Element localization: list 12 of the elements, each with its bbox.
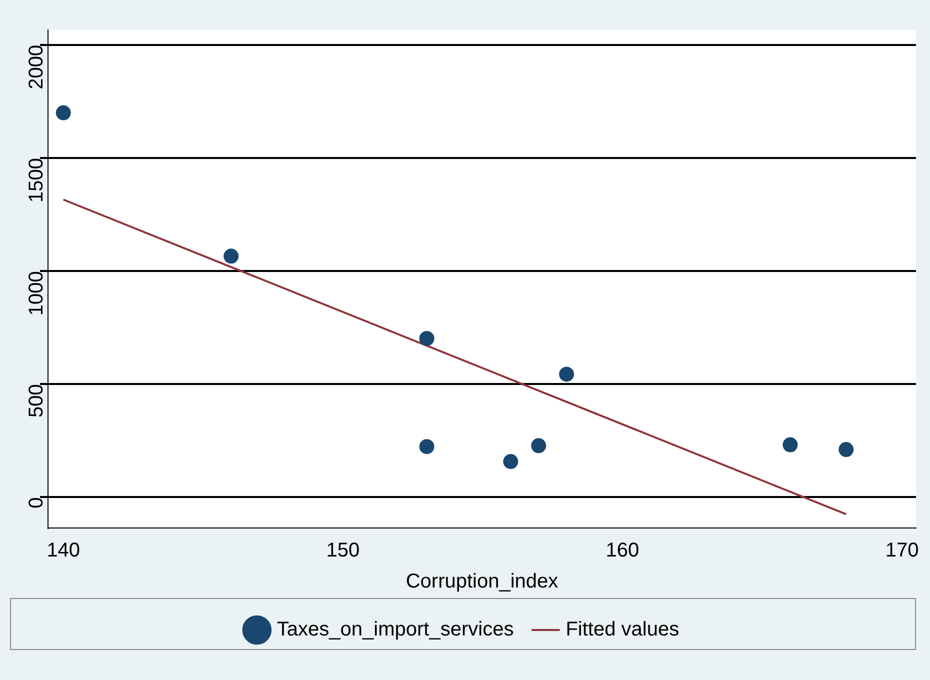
y-tick-label: 500: [26, 384, 48, 418]
y-tick-label: 1000: [26, 271, 48, 316]
legend-label: Taxes_on_import_services: [276, 618, 514, 641]
x-tick-label: 160: [606, 540, 640, 562]
y-tick-label: 2000: [26, 44, 48, 90]
x-tick-label: 170: [885, 540, 919, 562]
y-tick-label: 1500: [26, 158, 48, 203]
legend-label: Fitted values: [566, 618, 680, 641]
x-tick-label: 140: [46, 540, 80, 562]
x-axis-title: Corruption_index: [406, 570, 558, 593]
y-tick-label: 0: [26, 497, 48, 508]
x-tick-label: 150: [326, 540, 360, 562]
